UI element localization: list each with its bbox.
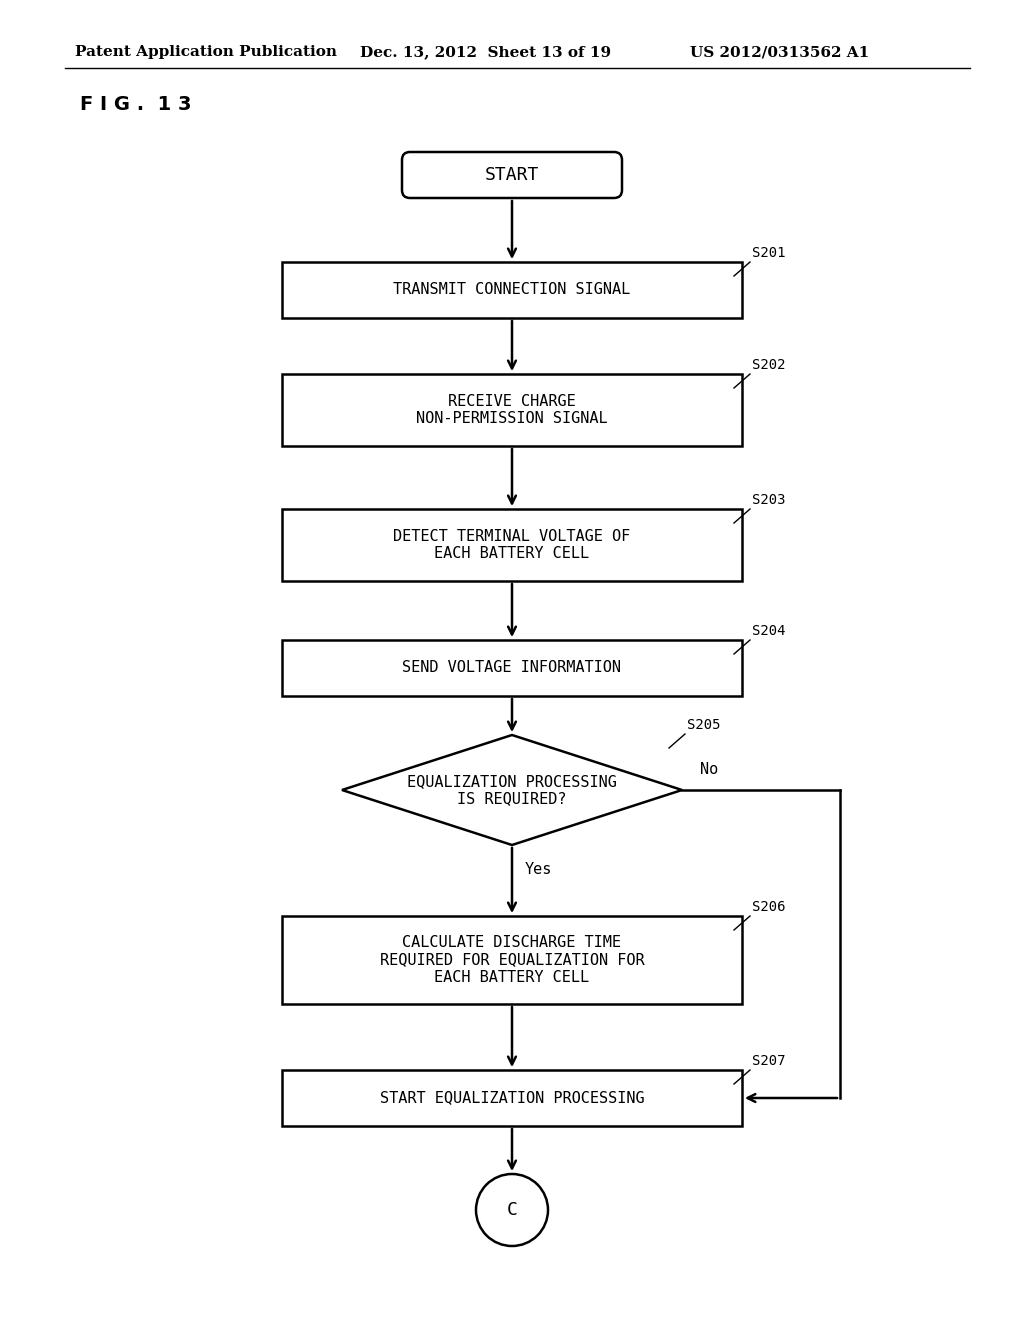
- Text: EQUALIZATION PROCESSING
IS REQUIRED?: EQUALIZATION PROCESSING IS REQUIRED?: [408, 774, 616, 807]
- Text: Patent Application Publication: Patent Application Publication: [75, 45, 337, 59]
- Bar: [282, 916, 742, 1005]
- Text: US 2012/0313562 A1: US 2012/0313562 A1: [690, 45, 869, 59]
- Text: RECEIVE CHARGE
NON-PERMISSION SIGNAL: RECEIVE CHARGE NON-PERMISSION SIGNAL: [416, 393, 608, 426]
- Text: S207: S207: [752, 1053, 785, 1068]
- Text: S203: S203: [752, 492, 785, 507]
- Text: C: C: [507, 1201, 517, 1218]
- Text: S201: S201: [752, 246, 785, 260]
- Text: S205: S205: [687, 718, 721, 733]
- Text: No: No: [700, 763, 718, 777]
- Text: START EQUALIZATION PROCESSING: START EQUALIZATION PROCESSING: [380, 1090, 644, 1106]
- Text: CALCULATE DISCHARGE TIME
REQUIRED FOR EQUALIZATION FOR
EACH BATTERY CELL: CALCULATE DISCHARGE TIME REQUIRED FOR EQ…: [380, 935, 644, 985]
- Text: Yes: Yes: [525, 862, 552, 878]
- Bar: [282, 261, 742, 318]
- Text: Dec. 13, 2012  Sheet 13 of 19: Dec. 13, 2012 Sheet 13 of 19: [360, 45, 611, 59]
- Bar: [282, 374, 742, 446]
- Circle shape: [476, 1173, 548, 1246]
- Text: S206: S206: [752, 900, 785, 913]
- Text: DETECT TERMINAL VOLTAGE OF
EACH BATTERY CELL: DETECT TERMINAL VOLTAGE OF EACH BATTERY …: [393, 529, 631, 561]
- Text: S202: S202: [752, 358, 785, 372]
- Bar: [282, 640, 742, 696]
- Polygon shape: [342, 735, 682, 845]
- Bar: [282, 1071, 742, 1126]
- Text: START: START: [484, 166, 540, 183]
- Text: S204: S204: [752, 624, 785, 638]
- Text: F I G .  1 3: F I G . 1 3: [80, 95, 191, 115]
- Text: SEND VOLTAGE INFORMATION: SEND VOLTAGE INFORMATION: [402, 660, 622, 676]
- Text: TRANSMIT CONNECTION SIGNAL: TRANSMIT CONNECTION SIGNAL: [393, 282, 631, 297]
- Bar: [282, 510, 742, 581]
- FancyBboxPatch shape: [402, 152, 622, 198]
